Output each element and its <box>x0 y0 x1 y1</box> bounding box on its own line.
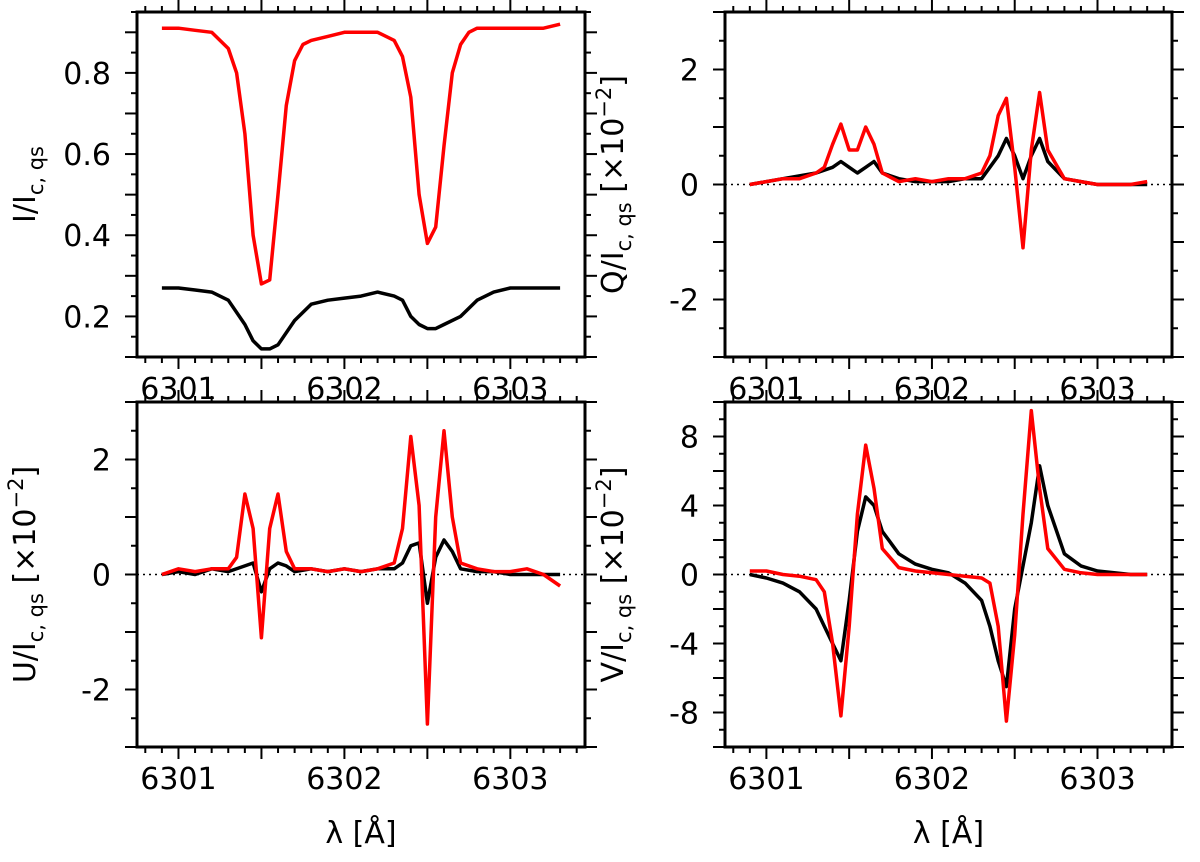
y-tick-label: 0.8 <box>63 57 111 92</box>
panel-stokes-v: 6301 6302 6303 -8 -4 0 4 8 V/Ic, qs [×10−2] λ [Å] <box>592 390 1184 851</box>
y-axis-label: Q/Ic, qs [×10−2] <box>592 75 636 294</box>
panel-stokes-u: 6301 6302 6303 -2 0 2 U/Ic, qs [×10−2] λ [Å] <box>4 390 597 851</box>
red-profile-line <box>749 90 1148 250</box>
y-tick-label: 0.2 <box>63 300 111 335</box>
x-tick-label: 6303 <box>472 762 548 797</box>
y-tick-label: 0 <box>680 169 699 204</box>
y-tick-label: -8 <box>669 697 699 732</box>
black-profile-line <box>161 286 561 351</box>
y-tick-label: 0 <box>680 559 699 594</box>
x-tick-label: 6302 <box>894 762 970 797</box>
x-tick-label: 6303 <box>1059 762 1135 797</box>
y-tick-label: 0.4 <box>63 219 111 254</box>
y-axis-label: I/Ic, qs <box>8 146 48 223</box>
y-tick-label: -2 <box>669 284 699 319</box>
y-tick-label: 0 <box>92 559 111 594</box>
y-tick-label: 8 <box>680 421 699 456</box>
y-axis-label: U/Ic, qs [×10−2] <box>4 466 48 683</box>
y-axis-label: V/Ic, qs [×10−2] <box>592 467 636 683</box>
y-tick-label: -2 <box>81 674 111 709</box>
x-axis-label: λ [Å] <box>913 815 984 851</box>
y-tick-label: 4 <box>680 490 699 525</box>
red-profile-line <box>161 22 561 286</box>
y-tick-label: 2 <box>92 444 111 479</box>
y-tick-label: 0.6 <box>63 138 111 173</box>
x-axis-label: λ [Å] <box>325 815 396 851</box>
red-profile-line <box>161 429 562 726</box>
x-tick-label: 6301 <box>140 762 216 797</box>
red-profile-line <box>749 408 1148 723</box>
y-tick-label: 2 <box>680 54 699 89</box>
plot-frame <box>135 10 587 359</box>
x-tick-label: 6302 <box>306 762 382 797</box>
x-tick-label: 6301 <box>728 762 804 797</box>
y-tick-label: -4 <box>669 628 699 663</box>
